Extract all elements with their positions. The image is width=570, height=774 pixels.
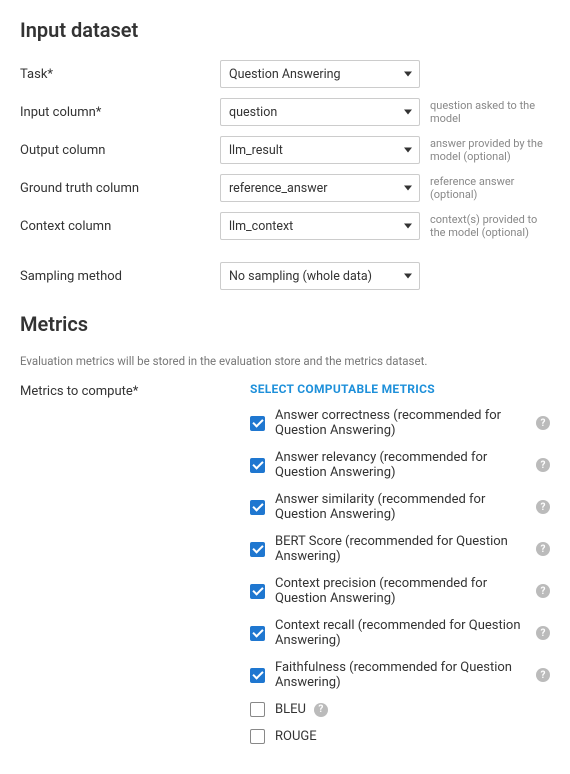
input-dataset-heading: Input dataset (20, 18, 550, 42)
input-column-label: Input column* (20, 105, 220, 120)
metric-item: Answer similarity (recommended for Quest… (250, 492, 550, 522)
output-column-label: Output column (20, 143, 220, 158)
task-select-value: Question Answering (229, 67, 341, 82)
input-column-select-value: question (229, 105, 277, 120)
input-column-select[interactable]: question (220, 98, 420, 126)
metric-label: Context precision (recommended for Quest… (275, 576, 528, 606)
help-icon[interactable]: ? (314, 703, 328, 717)
context-column-select-value: llm_context (229, 219, 293, 234)
help-icon[interactable]: ? (536, 668, 550, 682)
context-column-helper: context(s) provided to the model (option… (430, 213, 550, 239)
ground-truth-column-select[interactable]: reference_answer (220, 174, 420, 202)
task-label: Task* (20, 67, 220, 82)
metric-checkbox[interactable] (250, 500, 265, 515)
metrics-note: Evaluation metrics will be stored in the… (20, 354, 550, 368)
metric-label: BLEU (275, 702, 306, 717)
metric-checkbox[interactable] (250, 584, 265, 599)
task-row: Task* Question Answering (20, 60, 550, 88)
chevron-down-icon (404, 72, 412, 77)
context-column-label: Context column (20, 219, 220, 234)
metric-item: BLEU? (250, 702, 550, 717)
metric-item: Context precision (recommended for Quest… (250, 576, 550, 606)
metric-checkbox[interactable] (250, 702, 265, 717)
metric-label: BERT Score (recommended for Question Ans… (275, 534, 528, 564)
task-select[interactable]: Question Answering (220, 60, 420, 88)
output-column-select[interactable]: llm_result (220, 136, 420, 164)
metric-checkbox[interactable] (250, 458, 265, 473)
context-column-select[interactable]: llm_context (220, 212, 420, 240)
metric-item: ROUGE (250, 729, 550, 744)
metric-checkbox[interactable] (250, 729, 265, 744)
chevron-down-icon (404, 224, 412, 229)
chevron-down-icon (404, 186, 412, 191)
metric-label: Faithfulness (recommended for Question A… (275, 660, 528, 690)
chevron-down-icon (404, 110, 412, 115)
metric-checkbox[interactable] (250, 416, 265, 431)
ground-truth-column-select-value: reference_answer (229, 181, 327, 196)
help-icon[interactable]: ? (536, 584, 550, 598)
metric-item: Answer correctness (recommended for Ques… (250, 408, 550, 438)
output-column-select-value: llm_result (229, 143, 283, 158)
ground-truth-column-label: Ground truth column (20, 181, 220, 196)
output-column-helper: answer provided by the model (optional) (430, 137, 550, 163)
help-icon[interactable]: ? (536, 458, 550, 472)
context-column-row: Context column llm_context context(s) pr… (20, 212, 550, 240)
metrics-to-compute-label: Metrics to compute* (20, 382, 250, 399)
metric-item: Answer relevancy (recommended for Questi… (250, 450, 550, 480)
metric-label: Answer relevancy (recommended for Questi… (275, 450, 528, 480)
metric-label: Answer correctness (recommended for Ques… (275, 408, 528, 438)
ground-truth-column-row: Ground truth column reference_answer ref… (20, 174, 550, 202)
metric-item: Context recall (recommended for Question… (250, 618, 550, 648)
sampling-method-label: Sampling method (20, 269, 220, 284)
select-computable-metrics-link[interactable]: SELECT COMPUTABLE METRICS (250, 382, 550, 396)
input-column-row: Input column* question question asked to… (20, 98, 550, 126)
sampling-method-select[interactable]: No sampling (whole data) (220, 262, 420, 290)
ground-truth-column-helper: reference answer (optional) (430, 175, 550, 201)
output-column-row: Output column llm_result answer provided… (20, 136, 550, 164)
metrics-heading: Metrics (20, 312, 550, 336)
metric-label: Answer similarity (recommended for Quest… (275, 492, 528, 522)
help-icon[interactable]: ? (536, 500, 550, 514)
metric-checkbox[interactable] (250, 668, 265, 683)
metric-checkbox[interactable] (250, 542, 265, 557)
chevron-down-icon (404, 148, 412, 153)
metric-label: Context recall (recommended for Question… (275, 618, 528, 648)
chevron-down-icon (404, 274, 412, 279)
metric-checkbox[interactable] (250, 626, 265, 641)
metric-item: BERT Score (recommended for Question Ans… (250, 534, 550, 564)
help-icon[interactable]: ? (536, 416, 550, 430)
metric-item: Faithfulness (recommended for Question A… (250, 660, 550, 690)
metric-label: ROUGE (275, 729, 317, 744)
help-icon[interactable]: ? (536, 626, 550, 640)
help-icon[interactable]: ? (536, 542, 550, 556)
input-column-helper: question asked to the model (430, 99, 550, 125)
sampling-method-row: Sampling method No sampling (whole data) (20, 262, 550, 290)
sampling-method-select-value: No sampling (whole data) (229, 269, 372, 284)
